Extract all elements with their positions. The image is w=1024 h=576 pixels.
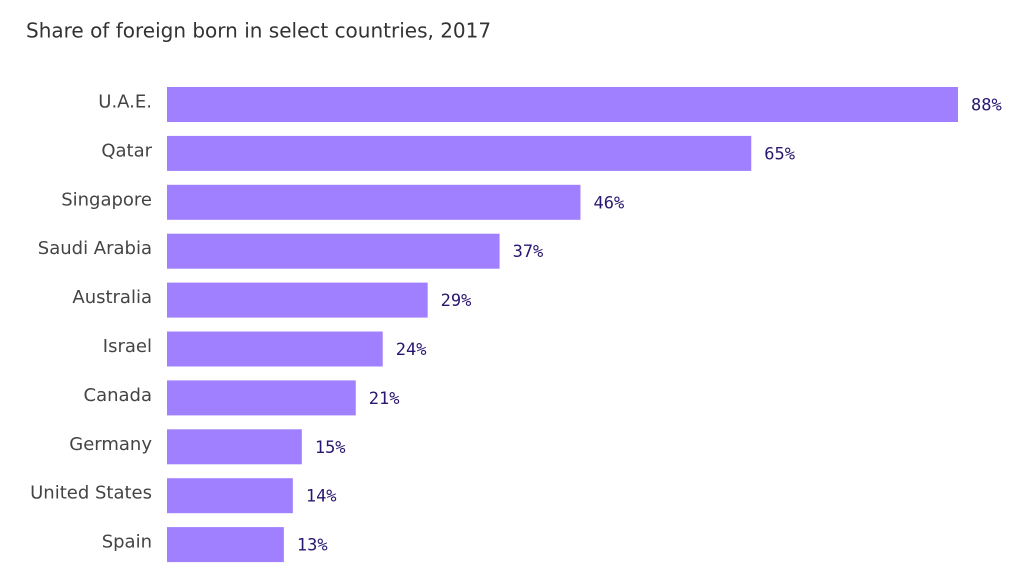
bar xyxy=(167,282,428,318)
bar xyxy=(167,87,958,122)
bar xyxy=(167,380,356,416)
value-label: 65% xyxy=(764,144,795,164)
value-label: 21% xyxy=(369,389,400,409)
category-label: Saudi Arabia xyxy=(38,238,152,259)
value-label: 29% xyxy=(441,291,472,311)
category-label: Spain xyxy=(102,532,152,553)
bar xyxy=(167,527,284,563)
value-label: 24% xyxy=(396,340,427,360)
value-label: 15% xyxy=(315,438,346,458)
bar xyxy=(167,478,293,514)
category-label: United States xyxy=(30,483,152,504)
bar xyxy=(167,233,500,269)
value-label: 37% xyxy=(513,242,544,262)
category-label: Germany xyxy=(69,434,152,455)
category-label: Canada xyxy=(84,385,153,406)
value-label: 88% xyxy=(971,96,1002,116)
value-label: 14% xyxy=(306,487,337,507)
bar xyxy=(167,429,302,465)
value-label: 46% xyxy=(593,193,624,213)
bar xyxy=(167,184,581,220)
bar xyxy=(167,135,752,171)
category-label: Israel xyxy=(103,336,152,357)
chart-title: Share of foreign born in select countrie… xyxy=(26,19,491,43)
bar xyxy=(167,331,383,367)
category-label: Singapore xyxy=(61,189,152,210)
category-label: Qatar xyxy=(101,140,152,161)
category-label: U.A.E. xyxy=(98,92,152,113)
category-label: Australia xyxy=(72,287,152,308)
value-label: 13% xyxy=(297,536,328,556)
